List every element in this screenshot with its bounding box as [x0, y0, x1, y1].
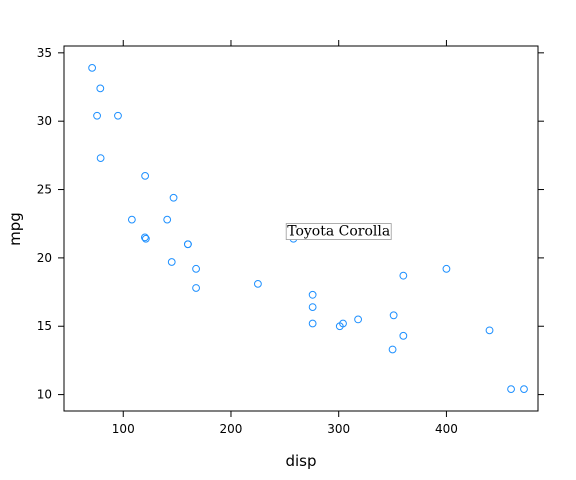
data-point — [399, 271, 408, 280]
data-point — [114, 111, 122, 120]
x-axis-title: disp — [285, 452, 316, 470]
data-point — [399, 331, 408, 340]
data-point — [485, 326, 494, 335]
data-point — [388, 345, 397, 354]
annotations: Toyota Corolla — [285, 223, 392, 240]
annotation-box — [285, 223, 392, 240]
data-point — [507, 385, 515, 394]
data-points — [88, 63, 528, 394]
data-point — [308, 290, 317, 299]
data-point — [93, 111, 101, 120]
y-tick-label: 30 — [37, 114, 52, 128]
x-tick-label: 200 — [220, 422, 243, 436]
axes: 100 200 300 400 10 15 20 25 30 35 — [37, 40, 544, 436]
data-point — [141, 233, 149, 242]
y-tick-label: 15 — [37, 319, 52, 333]
data-point — [183, 240, 192, 249]
x-tick-label: 100 — [112, 422, 135, 436]
data-point — [96, 154, 105, 162]
data-point — [163, 215, 172, 224]
data-point — [141, 171, 150, 180]
data-point — [192, 264, 200, 273]
data-point — [192, 284, 200, 292]
data-point — [308, 303, 317, 312]
plot-frame — [63, 45, 539, 412]
y-axis-title: mpg — [6, 212, 24, 246]
annotation-label: Toyota Corolla — [287, 224, 390, 240]
y-tick-label: 10 — [37, 388, 52, 402]
x-tick-label: 400 — [435, 422, 458, 436]
y-tick-label: 25 — [37, 183, 52, 197]
data-point — [308, 319, 317, 328]
y-tick-label: 20 — [37, 251, 52, 265]
data-point — [389, 311, 398, 320]
data-point — [169, 193, 178, 202]
data-point — [88, 63, 97, 72]
data-point — [354, 315, 362, 324]
data-point — [520, 385, 528, 394]
data-point — [127, 215, 136, 224]
data-point — [96, 84, 105, 93]
data-point — [254, 279, 262, 288]
data-point — [442, 264, 451, 273]
data-point — [339, 319, 347, 328]
y-tick-label: 35 — [37, 46, 52, 60]
x-tick-label: 300 — [327, 422, 350, 436]
data-point — [141, 234, 150, 243]
data-point — [167, 258, 176, 266]
